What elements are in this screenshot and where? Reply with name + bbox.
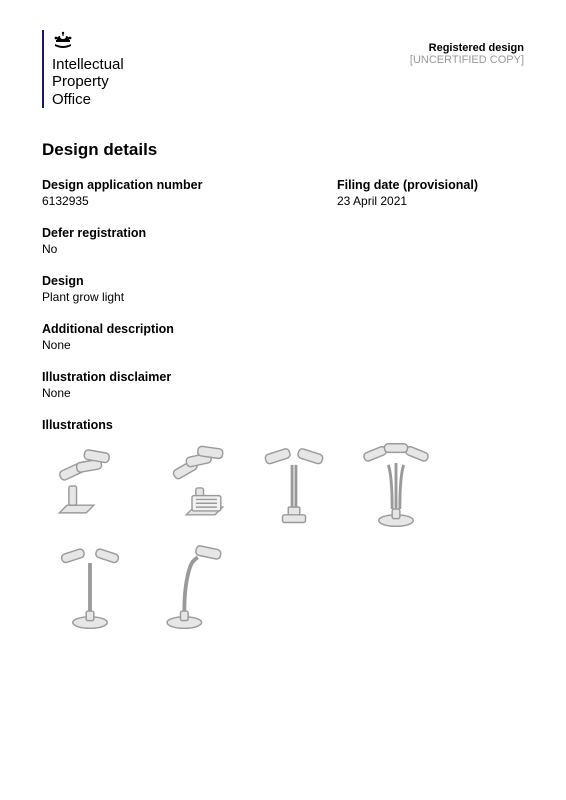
page-title: Design details [42, 140, 524, 160]
defer-value: No [42, 242, 524, 256]
illustrations-label: Illustrations [42, 418, 524, 432]
design-label: Design [42, 274, 524, 288]
defer-label: Defer registration [42, 226, 524, 240]
org-name: Intellectual Property Office [52, 56, 124, 108]
illustration-5 [42, 540, 138, 636]
illustration-4 [348, 438, 444, 534]
illustration-1 [42, 438, 138, 534]
additional-description-label: Additional description [42, 322, 524, 336]
crown-crest-icon [52, 30, 124, 53]
header-right: Registered design [UNCERTIFIED COPY] [410, 30, 524, 66]
illustration-disclaimer-label: Illustration disclaimer [42, 370, 524, 384]
design-value: Plant grow light [42, 290, 524, 304]
illustration-6 [144, 540, 240, 636]
illustration-2 [144, 438, 240, 534]
application-number-label: Design application number [42, 178, 337, 192]
registered-design-label: Registered design [410, 42, 524, 54]
application-number-value: 6132935 [42, 194, 337, 208]
filing-date-value: 23 April 2021 [337, 194, 524, 208]
ipo-logo: Intellectual Property Office [42, 30, 124, 108]
uncertified-copy-label: [UNCERTIFIED COPY] [410, 54, 524, 66]
filing-date-label: Filing date (provisional) [337, 178, 524, 192]
illustration-3 [246, 438, 342, 534]
illustration-disclaimer-value: None [42, 386, 524, 400]
illustrations-grid [42, 438, 524, 636]
additional-description-value: None [42, 338, 524, 352]
